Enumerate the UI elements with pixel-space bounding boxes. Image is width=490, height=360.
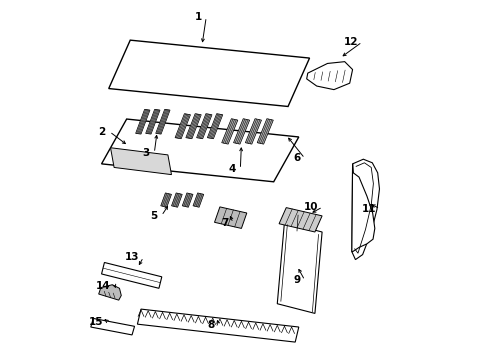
Polygon shape: [352, 164, 375, 252]
Polygon shape: [146, 109, 160, 134]
Polygon shape: [207, 114, 223, 139]
Polygon shape: [172, 193, 182, 207]
Text: 5: 5: [150, 211, 157, 221]
Polygon shape: [175, 114, 191, 139]
Polygon shape: [109, 40, 310, 107]
Text: 6: 6: [294, 153, 300, 163]
Polygon shape: [215, 207, 247, 228]
Polygon shape: [161, 193, 171, 207]
Polygon shape: [257, 119, 273, 144]
Text: 15: 15: [89, 317, 103, 327]
Text: 13: 13: [125, 252, 139, 262]
Polygon shape: [279, 208, 322, 232]
Polygon shape: [101, 262, 162, 288]
Polygon shape: [137, 309, 299, 342]
Text: 8: 8: [207, 320, 215, 330]
Polygon shape: [156, 109, 170, 134]
Polygon shape: [182, 193, 193, 207]
Polygon shape: [101, 119, 299, 182]
Text: 14: 14: [96, 281, 111, 291]
Text: 9: 9: [294, 275, 300, 285]
Polygon shape: [98, 285, 122, 300]
Polygon shape: [352, 159, 379, 260]
Polygon shape: [221, 119, 238, 144]
Text: 12: 12: [343, 37, 358, 47]
Polygon shape: [193, 193, 204, 207]
Polygon shape: [91, 319, 135, 335]
Text: 4: 4: [229, 164, 236, 174]
Polygon shape: [234, 119, 250, 144]
Polygon shape: [196, 114, 212, 139]
Text: 7: 7: [221, 218, 229, 228]
Text: 11: 11: [362, 204, 376, 214]
Text: 10: 10: [304, 202, 318, 212]
Polygon shape: [136, 109, 150, 134]
Polygon shape: [245, 119, 262, 144]
Text: 1: 1: [195, 12, 202, 22]
Text: 2: 2: [98, 127, 105, 136]
Polygon shape: [307, 62, 353, 90]
Polygon shape: [111, 148, 172, 175]
Polygon shape: [277, 222, 322, 314]
Polygon shape: [186, 114, 201, 139]
Text: 3: 3: [143, 148, 150, 158]
